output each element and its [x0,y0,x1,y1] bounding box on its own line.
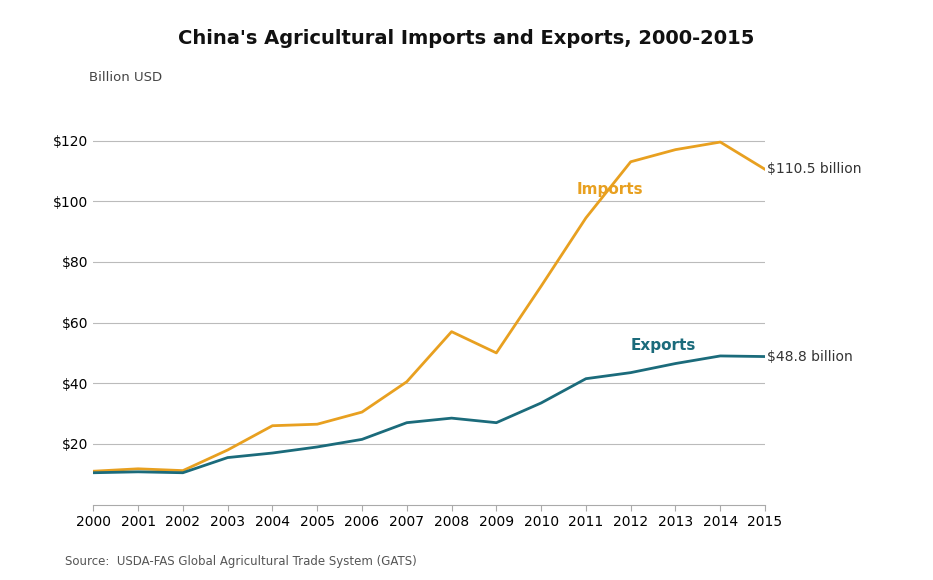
Text: Source:  USDA-FAS Global Agricultural Trade System (GATS): Source: USDA-FAS Global Agricultural Tra… [65,556,417,568]
Text: Billion USD: Billion USD [89,71,161,84]
Text: $48.8 billion: $48.8 billion [767,350,853,364]
Text: Exports: Exports [631,338,696,353]
Text: Imports: Imports [577,182,644,197]
Text: China's Agricultural Imports and Exports, 2000-2015: China's Agricultural Imports and Exports… [178,29,755,48]
Text: $110.5 billion: $110.5 billion [767,162,862,176]
